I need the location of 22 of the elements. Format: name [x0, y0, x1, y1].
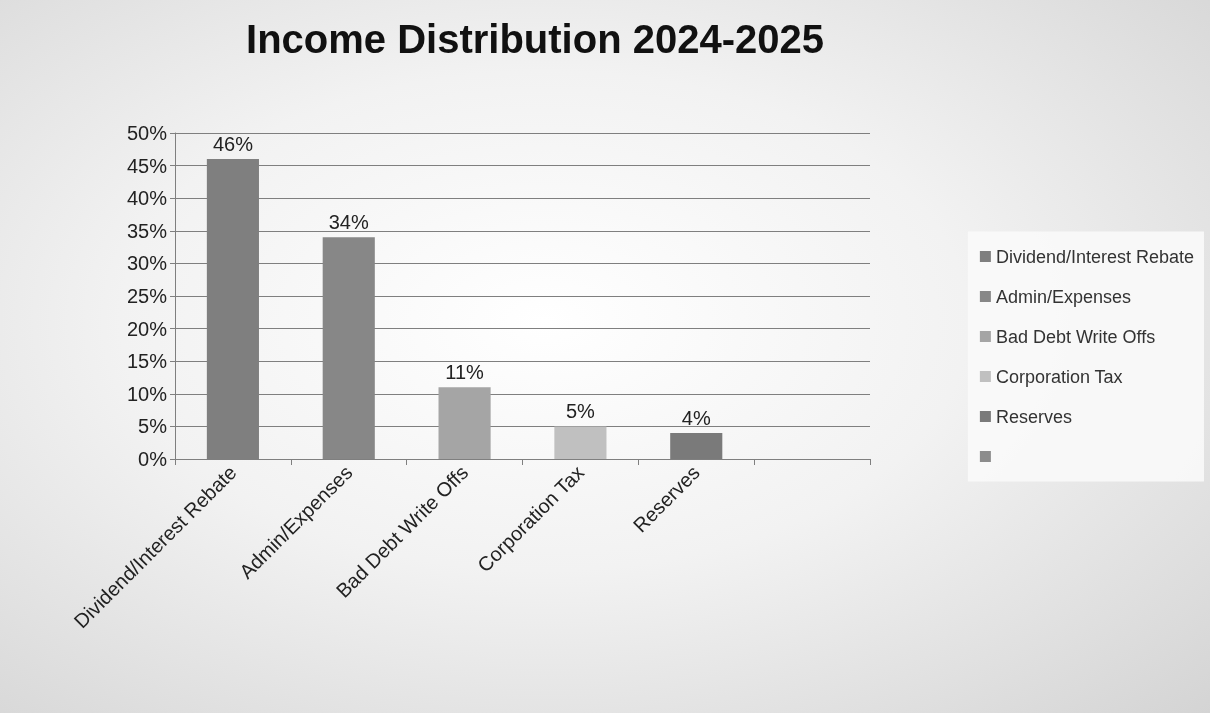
y-tick-label: 50% — [126, 122, 168, 144]
data-label: 5% — [565, 400, 596, 423]
data-label: 46% — [212, 133, 254, 156]
y-tick-label: 40% — [126, 187, 168, 210]
y-tick-label: 30% — [126, 252, 168, 275]
y-tick-label: 25% — [126, 285, 168, 307]
y-tick-label: 15% — [126, 350, 168, 373]
data-label: 11% — [445, 361, 485, 384]
y-tick-label: 20% — [126, 317, 168, 340]
legend-label: Bad Debt Write Offs — [995, 326, 1156, 347]
y-tick-label: 10% — [126, 382, 168, 405]
y-tick-label: 35% — [126, 219, 168, 242]
data-label: 34% — [328, 211, 369, 234]
legend-label: Reserves — [995, 406, 1072, 427]
data-label: 4% — [681, 406, 711, 429]
legend-label: Dividend/Interest Rebate — [995, 246, 1195, 267]
y-tick-label: 45% — [126, 154, 168, 177]
legend-label: Corporation Tax — [995, 366, 1123, 387]
y-tick-label: 5% — [138, 415, 168, 438]
y-tick-label: 0% — [138, 448, 168, 470]
legend-label: Admin/Expenses — [995, 286, 1131, 307]
chart-title: Income Distribution 2024-2025 — [246, 17, 824, 61]
